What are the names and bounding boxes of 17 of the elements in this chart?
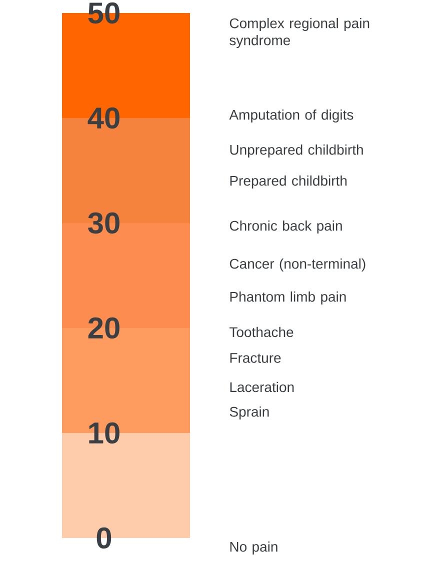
text: No pain <box>230 541 278 555</box>
y-tick-label: 40 <box>88 107 120 129</box>
y-tick-label: 20 <box>88 317 120 339</box>
text: Fracture <box>230 353 281 363</box>
y-tick-label: 0 <box>96 527 112 549</box>
text: Sprain <box>230 406 269 420</box>
text: Chronic back pain <box>230 220 342 234</box>
text: Cancer (non-terminal) <box>230 258 366 272</box>
text: Toothache <box>230 326 294 338</box>
text: Amputation of digits <box>229 109 354 123</box>
text: Laceration <box>230 382 294 392</box>
text: Unprepared childbirth <box>230 144 363 158</box>
y-tick-label: 30 <box>88 212 120 234</box>
text: Phantom limb pain <box>230 291 346 305</box>
text: Prepared childbirth <box>230 175 347 189</box>
text: Complex regional pain syndrome <box>230 18 370 48</box>
y-tick-label: 10 <box>89 422 120 444</box>
